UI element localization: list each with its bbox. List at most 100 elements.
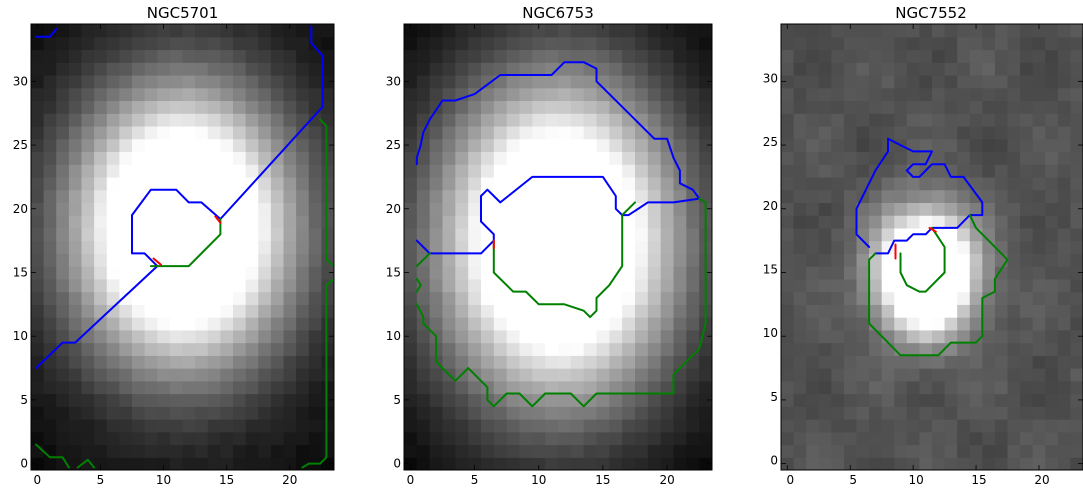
pixel-cell xyxy=(583,24,598,38)
pixel-cell xyxy=(468,329,482,344)
pixel-cell xyxy=(207,444,221,458)
pixel-cell xyxy=(429,164,444,178)
pixel-cell xyxy=(182,138,196,153)
pixel-cell xyxy=(296,342,310,356)
pixel-cell xyxy=(468,227,482,242)
pixel-cell xyxy=(558,406,572,420)
pixel-cell xyxy=(308,215,322,229)
pixel-cell xyxy=(994,317,1009,331)
pixel-cell xyxy=(169,304,184,318)
pixel-cell xyxy=(647,215,662,229)
pixel-cell xyxy=(818,342,832,356)
pixel-cell xyxy=(144,393,158,407)
pixel-cell xyxy=(558,291,572,305)
pixel-cell xyxy=(404,24,418,38)
pixel-cell xyxy=(182,151,196,165)
pixel-cell xyxy=(994,164,1009,178)
pixel-cell xyxy=(270,113,285,127)
pixel-cell xyxy=(699,368,712,382)
pixel-cell xyxy=(1020,49,1034,63)
pixel-cell xyxy=(481,431,495,446)
pixel-cell xyxy=(660,49,675,63)
pixel-cell xyxy=(856,304,870,318)
pixel-cell xyxy=(481,138,495,153)
pixel-cell xyxy=(1007,62,1021,76)
pixel-cell xyxy=(416,164,431,178)
pixel-cell xyxy=(994,444,1009,458)
pixel-cell xyxy=(144,151,158,165)
pixel-cell xyxy=(283,215,297,229)
pixel-cell xyxy=(1032,24,1046,38)
pixel-cell xyxy=(1070,125,1083,140)
pixel-cell xyxy=(831,125,845,140)
pixel-cell xyxy=(519,215,533,229)
pixel-cell xyxy=(1057,329,1072,344)
y-tick-label: 20 xyxy=(763,199,778,213)
pixel-cell xyxy=(258,24,272,38)
pixel-cell xyxy=(283,457,297,470)
pixel-cell xyxy=(132,62,146,76)
pixel-cell xyxy=(493,291,508,305)
pixel-cell xyxy=(843,329,858,344)
pixel-cell xyxy=(442,215,456,229)
pixel-cell xyxy=(31,227,45,242)
pixel-cell xyxy=(1020,393,1034,407)
pixel-cell xyxy=(31,419,45,433)
pixel-cell xyxy=(558,444,572,458)
pixel-cell xyxy=(481,49,495,63)
pixel-cell xyxy=(283,164,297,178)
pixel-cell xyxy=(68,317,83,331)
pixel-cell xyxy=(793,125,807,140)
pixel-cell xyxy=(635,431,649,446)
pixel-cell xyxy=(806,368,820,382)
pixel-cell xyxy=(831,444,845,458)
pixel-cell xyxy=(56,457,70,470)
pixel-cell xyxy=(1007,24,1021,38)
pixel-cell xyxy=(932,151,946,165)
pixel-cell xyxy=(1032,62,1046,76)
pixel-cell xyxy=(781,457,795,470)
pixel-cell xyxy=(81,113,95,127)
pixel-cell xyxy=(94,368,108,382)
pixel-cell xyxy=(506,368,521,382)
pixel-cell xyxy=(68,151,83,165)
pixel-cell xyxy=(906,457,921,470)
pixel-cell xyxy=(532,419,546,433)
pixel-cell xyxy=(957,100,971,114)
pixel-cell xyxy=(404,419,418,433)
pixel-cell xyxy=(68,189,83,203)
pixel-cell xyxy=(493,125,508,140)
pixel-cell xyxy=(635,189,649,203)
pixel-cell xyxy=(635,355,649,369)
pixel-cell xyxy=(308,304,322,318)
pixel-cell xyxy=(1045,164,1059,178)
pixel-cell xyxy=(806,74,820,89)
pixel-cell xyxy=(1070,87,1083,102)
pixel-cell xyxy=(132,24,146,38)
pixel-cell xyxy=(207,291,221,305)
pixel-cell xyxy=(31,62,45,76)
pixel-cell xyxy=(1007,329,1021,344)
pixel-cell xyxy=(673,457,687,470)
pixel-cell xyxy=(545,100,559,114)
pixel-cell xyxy=(818,444,832,458)
pixel-cell xyxy=(558,87,572,102)
pixel-cell xyxy=(106,36,120,51)
pixel-cell xyxy=(144,355,158,369)
pixel-cell xyxy=(596,266,610,280)
pixel-cell xyxy=(919,368,933,382)
y-tick-label: 0 xyxy=(770,454,778,468)
pixel-cell xyxy=(132,36,146,51)
pixel-cell xyxy=(519,431,533,446)
pixel-cell xyxy=(583,164,598,178)
pixel-cell xyxy=(94,87,108,102)
pixel-cell xyxy=(1045,431,1059,446)
pixel-cell xyxy=(570,227,585,242)
pixel-cell xyxy=(1057,74,1072,89)
pixel-cell xyxy=(609,240,623,254)
pixel-cell xyxy=(596,342,610,356)
pixel-cell xyxy=(283,189,297,203)
pixel-cell xyxy=(157,227,171,242)
pixel-cell xyxy=(596,291,610,305)
pixel-cell xyxy=(1032,87,1046,102)
